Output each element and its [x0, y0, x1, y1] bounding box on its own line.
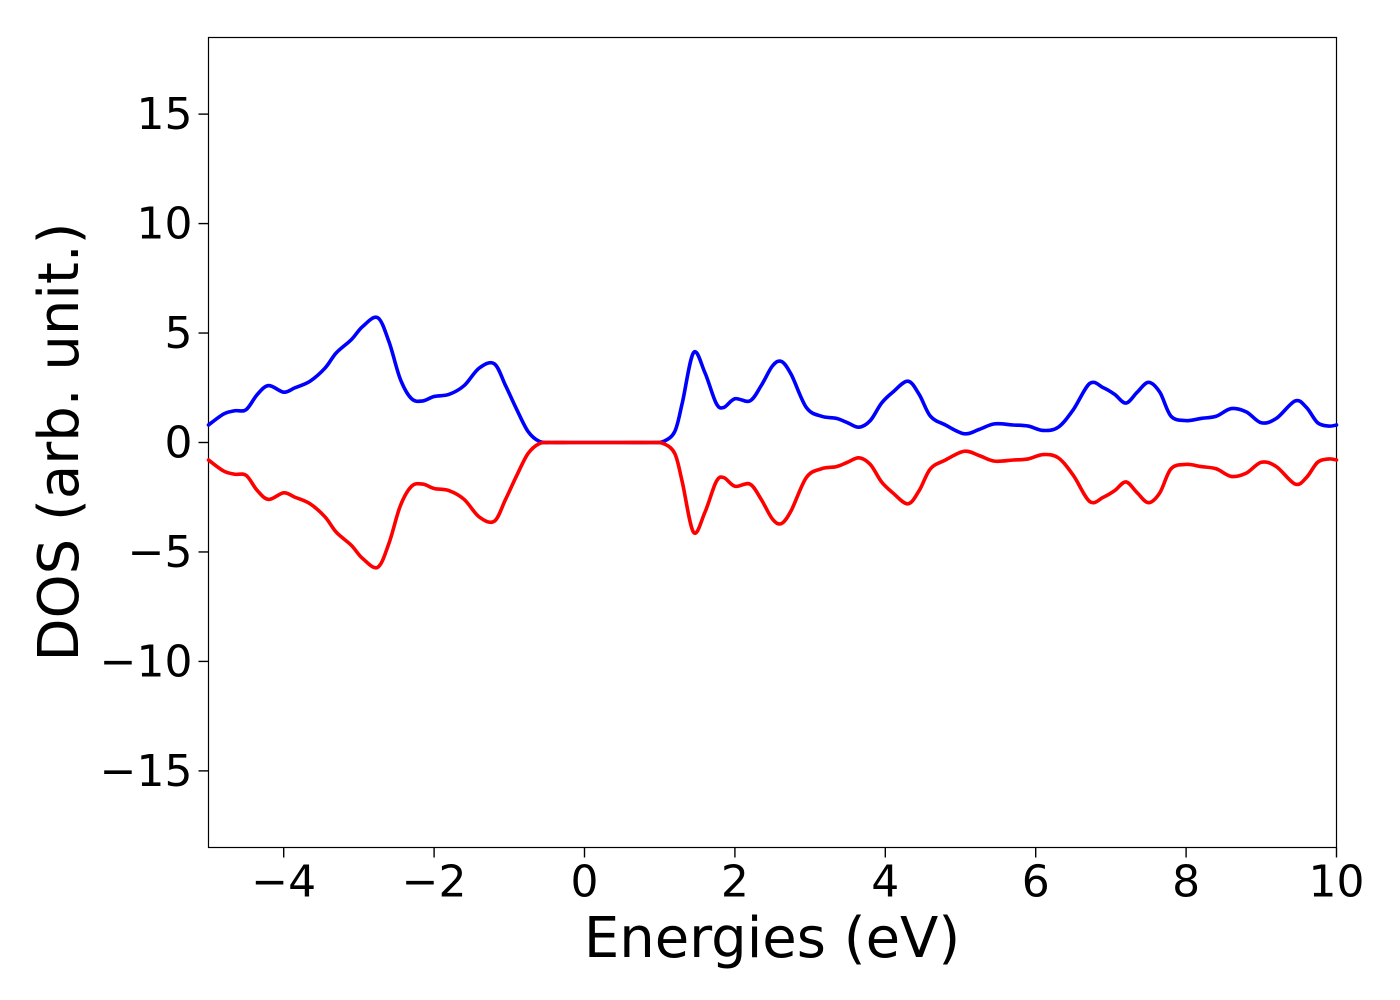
x-tick-label: −2	[402, 857, 467, 908]
x-axis-label: Energies (eV)	[584, 906, 960, 971]
y-tick-label: −5	[128, 527, 193, 578]
x-tick-label: 2	[721, 857, 749, 908]
series-layer	[206, 315, 1339, 570]
x-tick-label: −4	[251, 857, 316, 908]
x-tick-label: 8	[1172, 857, 1200, 908]
series-line-spin-down	[206, 440, 1339, 570]
plot-frame	[207, 36, 1338, 849]
y-axis-ticks: 15 10 5 0 −5 −10 −15	[100, 89, 209, 797]
y-axis-label: DOS (arb. unit.)	[27, 222, 92, 661]
series-line-spin-up	[206, 315, 1339, 445]
x-tick-label: 0	[571, 857, 599, 908]
x-tick-label: 10	[1309, 857, 1365, 908]
x-axis-ticks: −4 −2 0 2 4 6 8 10	[251, 847, 1365, 908]
y-tick-label: −15	[100, 746, 193, 797]
x-tick-label: 6	[1022, 857, 1050, 908]
y-tick-label: 0	[165, 418, 193, 469]
y-tick-label: 10	[137, 199, 193, 250]
y-tick-label: 15	[137, 89, 193, 140]
y-tick-label: 5	[165, 308, 193, 359]
x-tick-label: 4	[871, 857, 899, 908]
y-tick-label: −10	[100, 636, 193, 687]
